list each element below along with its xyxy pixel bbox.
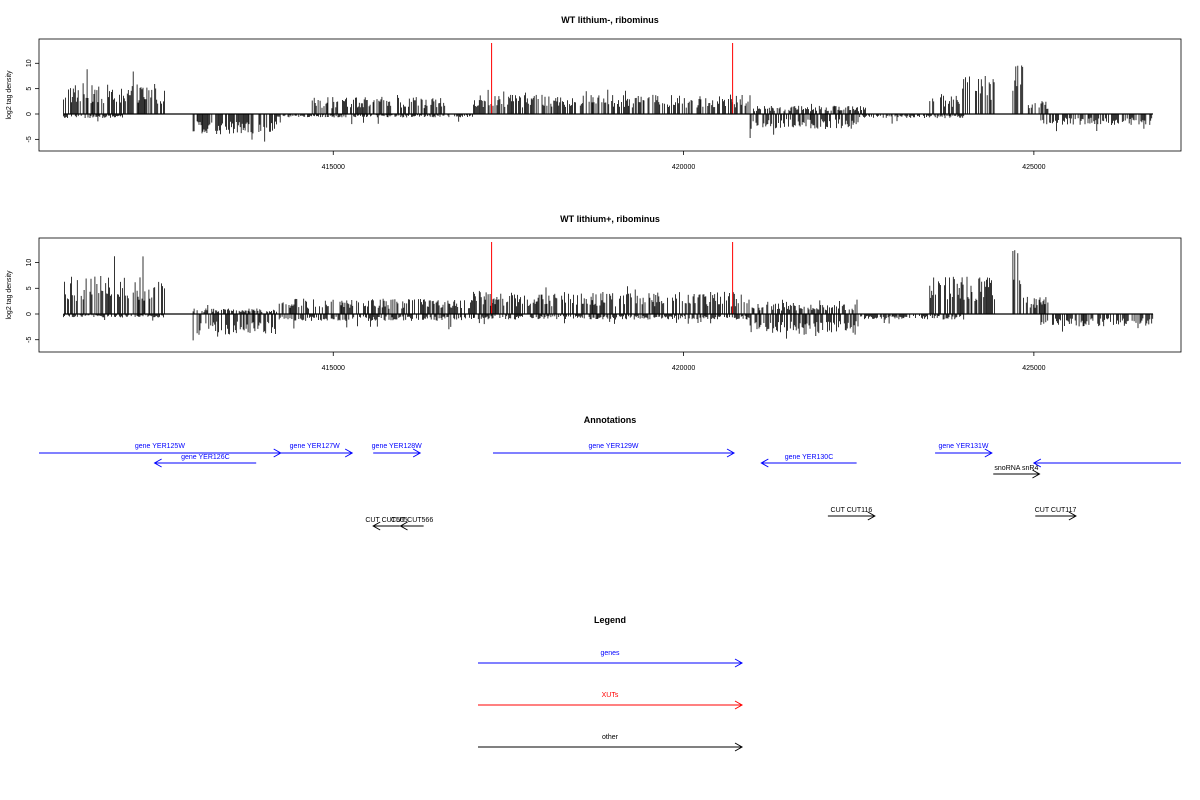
panel-title: WT lithium-, ribominus <box>561 15 659 25</box>
annotation-label: gene YER129W <box>588 443 638 450</box>
annotation-arrow: gene YER129W <box>492 443 736 458</box>
panel-title: WT lithium+, ribominus <box>560 214 660 224</box>
y-axis: -5 0 5 10 <box>26 259 39 343</box>
density-bars <box>63 65 1153 142</box>
legend-items: genes XUTs other <box>478 650 744 752</box>
legend-title: Legend <box>594 615 626 625</box>
legend-label: XUTs <box>602 692 619 699</box>
y-tick-label: -5 <box>26 337 33 343</box>
legend-label: genes <box>600 650 620 657</box>
annotation-arrow: CUT CUT117 <box>1035 507 1077 521</box>
annotation-label: CUT CUT116 <box>831 507 873 514</box>
annotation-label: gene YER125W <box>135 443 185 450</box>
plot-frame <box>38 38 1182 152</box>
legend-item: other <box>478 734 744 752</box>
track-panel-lithium-plus: WT lithium+, ribominus 415000 420000 42500… <box>6 214 1182 372</box>
annotation-label: snoRNA snR4 <box>994 465 1038 472</box>
annotation-arrow: snoRNA snR4 <box>993 465 1041 479</box>
annotation-features: gene YER125W gene YER126C gene YER127W gene… <box>39 443 1181 531</box>
y-tick-label: 0 <box>26 112 33 116</box>
annotation-label: CUT CUT117 <box>1035 507 1077 514</box>
y-axis-label: log2 tag density <box>6 70 13 120</box>
y-tick-label: 10 <box>26 59 33 67</box>
annotation-arrow <box>1032 458 1181 468</box>
annotation-label: CUT CUT565 <box>365 517 407 524</box>
x-tick-label: 420000 <box>672 365 695 372</box>
annotation-arrow: gene YER130C <box>760 454 857 468</box>
plot-frame <box>38 237 1182 353</box>
y-axis-label: log2 tag density <box>6 270 13 320</box>
legend: Legend genes XUTs other <box>478 615 744 752</box>
annotation-arrow: gene YER125W <box>39 443 282 458</box>
annotation-label: gene YER127W <box>290 443 340 450</box>
x-tick-label: 415000 <box>322 164 345 171</box>
y-tick-label: 5 <box>26 286 33 290</box>
annotation-arrow: gene YER128W <box>372 443 422 458</box>
legend-item: genes <box>478 650 744 668</box>
annotation-label: gene YER130C <box>785 454 834 461</box>
track-panel-lithium-minus: WT lithium-, ribominus 415000 420000 42500… <box>6 15 1182 171</box>
y-tick-label: 10 <box>26 259 33 267</box>
density-bars <box>63 250 1154 341</box>
legend-item: XUTs <box>478 692 744 710</box>
xut-markers <box>491 242 734 314</box>
legend-label: other <box>602 734 619 741</box>
x-axis: 415000 420000 425000 <box>322 352 1046 372</box>
annotation-label: CUT CUT566 <box>391 517 433 524</box>
annotation-arrow: gene YER127W <box>277 443 354 458</box>
x-tick-label: 425000 <box>1022 365 1045 372</box>
annotation-label: gene YER126C <box>181 454 230 461</box>
xut-markers <box>491 43 734 114</box>
x-tick-label: 415000 <box>322 365 345 372</box>
annotation-arrow: CUT CUT566 <box>391 517 433 531</box>
annotation-arrow: gene YER131W <box>935 443 993 458</box>
y-tick-label: 0 <box>26 312 33 316</box>
x-tick-label: 425000 <box>1022 164 1045 171</box>
y-tick-label: -5 <box>26 136 33 142</box>
y-axis: -5 0 5 10 <box>26 59 39 142</box>
annotations-title: Annotations <box>584 415 637 425</box>
x-axis: 415000 420000 425000 <box>322 151 1046 171</box>
y-tick-label: 5 <box>26 87 33 91</box>
annotation-arrow: gene YER126C <box>153 454 257 468</box>
x-tick-label: 420000 <box>672 164 695 171</box>
annotation-label: gene YER128W <box>372 443 422 450</box>
annotation-arrow: CUT CUT565 <box>365 517 408 531</box>
annotation-label: gene YER131W <box>938 443 988 450</box>
annotation-arrow: CUT CUT116 <box>827 507 876 521</box>
